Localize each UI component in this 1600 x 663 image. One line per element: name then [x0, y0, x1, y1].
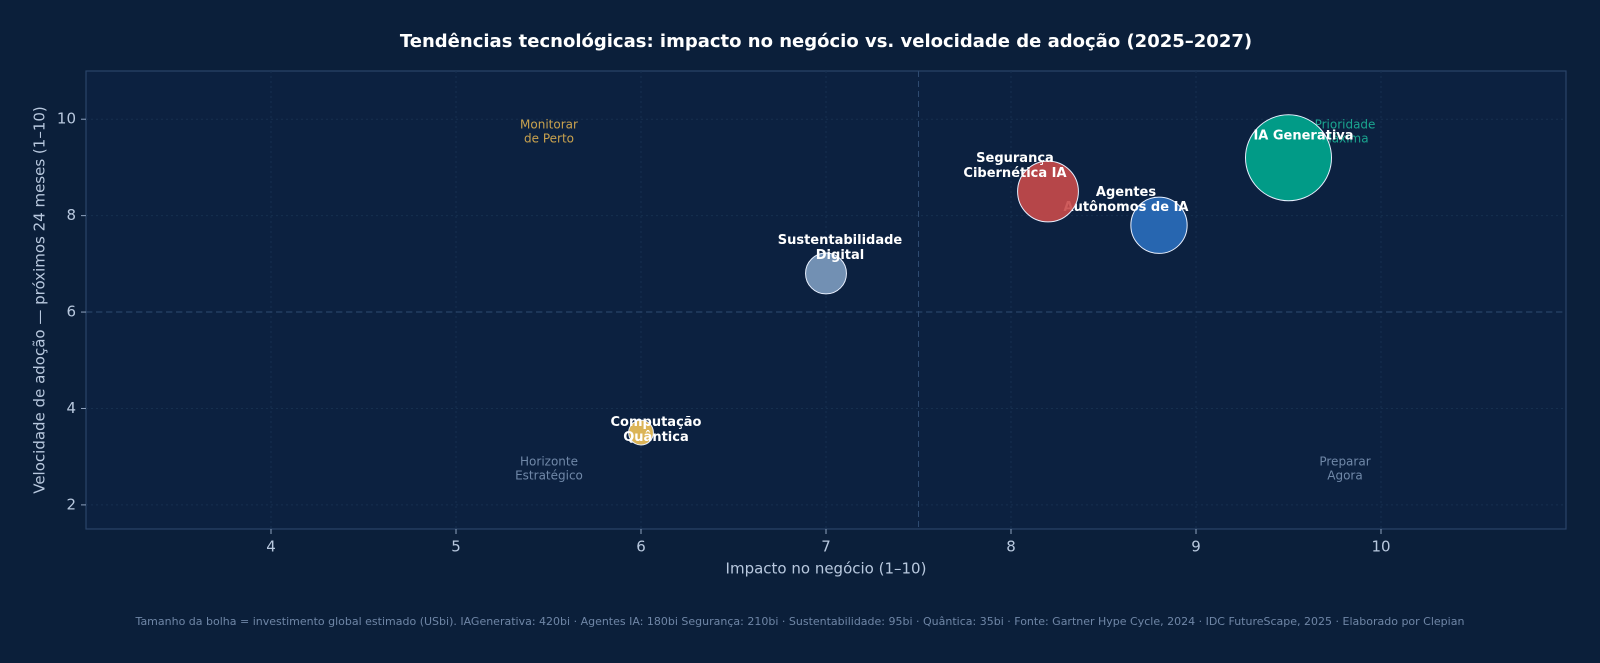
bubble	[805, 252, 847, 295]
quadrant-label: de Perto	[524, 132, 574, 146]
point-label: Cibernética IA	[963, 166, 1066, 181]
bubble	[628, 419, 654, 446]
quadrant-label: Prioridade	[1315, 118, 1376, 132]
x-tick-label: 7	[821, 538, 831, 556]
point-label: Segurança	[976, 151, 1054, 166]
x-tick-label: 4	[266, 538, 276, 556]
quadrant-label: Preparar	[1319, 455, 1370, 469]
y-tick-label: 8	[66, 206, 76, 224]
point-label: Computação	[611, 415, 702, 430]
x-tick-label: 8	[1006, 538, 1016, 556]
quadrant-label: Estratégico	[515, 469, 583, 483]
point-label: Quântica	[623, 430, 688, 445]
x-tick-label: 9	[1191, 538, 1201, 556]
y-tick-label: 6	[66, 303, 76, 321]
footnote: Tamanho da bolha = investimento global e…	[135, 615, 1465, 628]
quadrant-label: Máxima	[1321, 132, 1368, 146]
point-label: Autônomos de IA	[1064, 200, 1189, 215]
x-tick-label: 6	[636, 538, 646, 556]
y-tick-label: 4	[66, 399, 76, 417]
quadrant-label: Horizonte	[520, 455, 578, 469]
point-label: IA Generativa	[1253, 128, 1353, 143]
quadrant-label: Agora	[1327, 469, 1362, 483]
chart-title: Tendências tecnológicas: impacto no negó…	[400, 31, 1252, 52]
bubble	[1017, 160, 1079, 223]
quadrant-label: Monitorar	[520, 118, 578, 132]
y-axis-label: Velocidade de adoção — próximos 24 meses…	[31, 106, 49, 494]
point-label: Agentes	[1096, 185, 1156, 200]
y-tick-label: 2	[66, 495, 76, 513]
y-tick-label: 10	[57, 110, 76, 128]
x-tick-label: 10	[1371, 538, 1390, 556]
bubble	[1130, 196, 1188, 254]
x-axis-label: Impacto no negócio (1–10)	[726, 560, 927, 578]
point-label: Sustentabilidade	[778, 233, 903, 248]
bubble	[1245, 114, 1332, 202]
x-tick-label: 5	[451, 538, 461, 556]
point-label: Digital	[816, 248, 864, 263]
